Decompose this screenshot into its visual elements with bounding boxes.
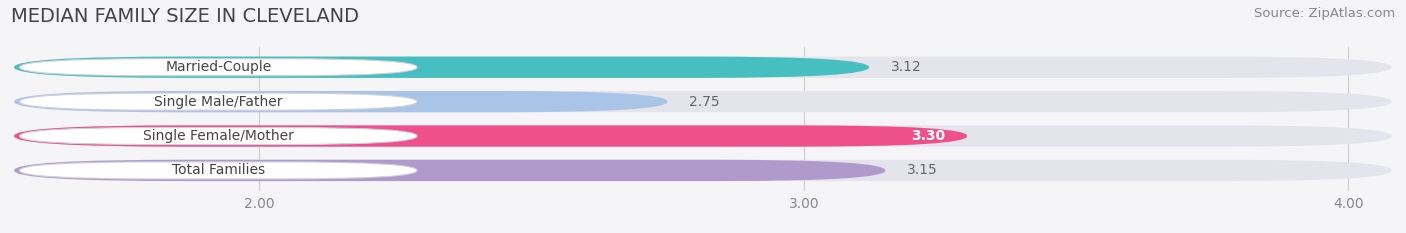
FancyBboxPatch shape [20,162,418,179]
Text: 3.30: 3.30 [911,129,945,143]
Text: Total Families: Total Families [172,163,264,177]
Text: Source: ZipAtlas.com: Source: ZipAtlas.com [1254,7,1395,20]
FancyBboxPatch shape [14,125,967,147]
FancyBboxPatch shape [14,125,1392,147]
Text: 2.75: 2.75 [689,95,720,109]
FancyBboxPatch shape [20,127,418,144]
FancyBboxPatch shape [14,57,869,78]
Text: 3.12: 3.12 [891,60,922,74]
Text: MEDIAN FAMILY SIZE IN CLEVELAND: MEDIAN FAMILY SIZE IN CLEVELAND [11,7,360,26]
FancyBboxPatch shape [14,91,668,112]
FancyBboxPatch shape [20,59,418,76]
Text: Single Female/Mother: Single Female/Mother [143,129,294,143]
Text: Single Male/Father: Single Male/Father [155,95,283,109]
Text: 3.15: 3.15 [907,163,938,177]
FancyBboxPatch shape [14,160,886,181]
FancyBboxPatch shape [14,160,1392,181]
FancyBboxPatch shape [14,91,1392,112]
Text: Married-Couple: Married-Couple [165,60,271,74]
FancyBboxPatch shape [20,93,418,110]
FancyBboxPatch shape [14,57,1392,78]
